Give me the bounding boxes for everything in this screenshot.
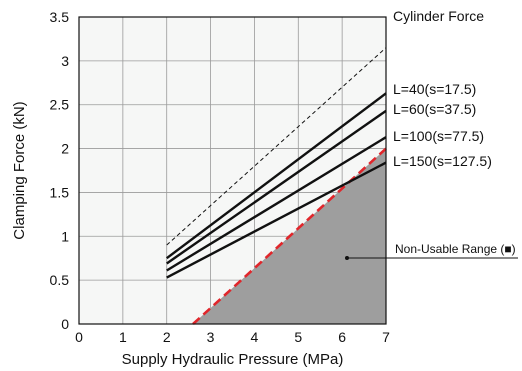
x-tick-label: 2: [163, 329, 171, 345]
x-axis-title: Supply Hydraulic Pressure (MPa): [122, 351, 344, 368]
y-tick-label: 1.5: [50, 184, 70, 200]
y-tick-label: 3.5: [50, 9, 70, 25]
series-line: [166, 47, 387, 246]
y-tick-label: 2.5: [50, 97, 70, 113]
plot-frame: [78, 16, 387, 325]
y-tick-label: 2: [61, 141, 69, 157]
y-axis-title: Clamping Force (kN): [11, 101, 28, 239]
x-tick-label: 5: [294, 329, 302, 345]
x-tick-label: 4: [251, 329, 259, 345]
y-tick-label: 0: [61, 316, 69, 332]
x-tick-labels: 0 1 2 3 4 5 6 7: [75, 329, 390, 345]
series-labels: Cylinder Force L=40(s=17.5) L=60(s=37.5) L=…: [393, 8, 492, 169]
x-tick-label: 1: [119, 329, 127, 345]
series-label: L=60(s=37.5): [393, 101, 476, 117]
annotation-dot: [345, 256, 349, 260]
series-line: [166, 109, 387, 265]
series-lines: [165, 47, 387, 279]
x-tick-label: 7: [382, 329, 390, 345]
series-label: L=150(s=127.5): [393, 153, 492, 169]
series-label: Cylinder Force: [393, 8, 484, 24]
x-tick-label: 3: [207, 329, 215, 345]
series-line: [165, 92, 387, 260]
series-label: L=100(s=77.5): [393, 128, 484, 144]
x-tick-label: 0: [75, 329, 83, 345]
x-tick-label: 6: [338, 329, 346, 345]
y-tick-label: 0.5: [50, 272, 70, 288]
non-usable-range-label: Non-Usable Range (■): [395, 242, 516, 256]
grid: [79, 17, 386, 324]
series-label: L=40(s=17.5): [393, 81, 476, 97]
y-tick-label: 1: [61, 228, 69, 244]
series-line: [166, 136, 387, 272]
non-usable-boundary-line: [192, 147, 387, 325]
non-usable-annotation: Non-Usable Range (■): [345, 242, 518, 260]
non-usable-region: [193, 148, 386, 324]
series-line: [166, 161, 387, 279]
y-tick-labels: 0 0.5 1 1.5 2 2.5 3 3.5: [50, 9, 70, 332]
y-tick-label: 3: [61, 53, 69, 69]
